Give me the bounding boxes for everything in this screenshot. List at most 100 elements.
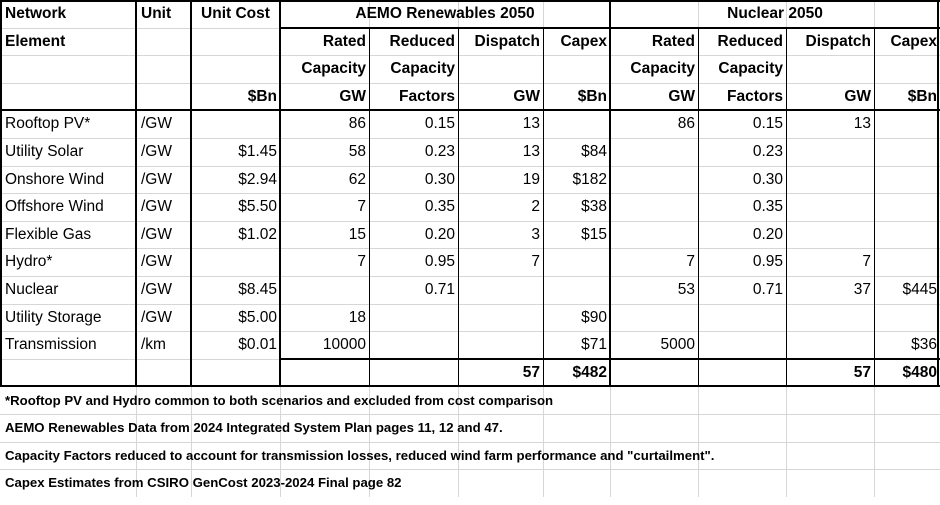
cell-n-cap: 86 xyxy=(677,115,695,133)
cell-element: Transmission xyxy=(5,336,97,354)
column-divider xyxy=(786,27,787,387)
row-divider xyxy=(0,165,940,167)
column-divider xyxy=(543,27,544,387)
total-aemo-dispatch: 57 xyxy=(522,363,540,381)
cell-n-capex: $36 xyxy=(911,336,937,354)
cell-a-cf: 0.95 xyxy=(424,253,455,271)
cell-unit: /GW xyxy=(141,225,172,243)
header-unit: Unit xyxy=(141,5,172,23)
cell-a-cap: 10000 xyxy=(322,336,366,354)
column-divider xyxy=(369,27,370,387)
cell-n-cf: 0.23 xyxy=(752,143,783,161)
cell-n-cf: 0.71 xyxy=(752,281,783,299)
column-divider xyxy=(937,0,939,387)
cell-unit: /GW xyxy=(141,253,172,271)
header-aemo-col1-line3: GW xyxy=(339,87,366,105)
cell-a-cf: 0.30 xyxy=(424,170,455,188)
cell-element: Onshore Wind xyxy=(5,170,105,188)
row-divider xyxy=(280,26,940,29)
header-aemo-col1-line2: Capacity xyxy=(301,60,366,78)
cell-cost: $1.45 xyxy=(238,143,277,161)
header-aemo-title: AEMO Renewables 2050 xyxy=(355,5,535,23)
cell-n-cf: 0.15 xyxy=(752,115,783,133)
cell-a-cf: 0.15 xyxy=(424,115,455,133)
cell-element: Hydro* xyxy=(5,253,53,271)
cell-a-cap: 18 xyxy=(348,308,366,326)
row-divider xyxy=(0,469,940,471)
cell-cost: $5.50 xyxy=(238,198,277,216)
cell-unit: /GW xyxy=(141,143,172,161)
column-divider xyxy=(609,0,611,387)
cell-a-disp: 3 xyxy=(531,225,540,243)
cell-a-cf: 0.23 xyxy=(424,143,455,161)
header-aemo-col4-line1: Capex xyxy=(560,32,607,50)
header-aemo-col2-line1: Reduced xyxy=(389,32,455,50)
cell-n-cf: 0.95 xyxy=(752,253,783,271)
cell-n-cap: 7 xyxy=(686,253,695,271)
header-nuclear-col1-line2: Capacity xyxy=(630,60,695,78)
cell-unit: /GW xyxy=(141,170,172,188)
header-aemo-col2-line3: Factors xyxy=(399,87,455,105)
footnote: Capex Estimates from CSIRO GenCost 2023-… xyxy=(5,475,402,491)
cell-a-cap: 7 xyxy=(357,198,366,216)
total-aemo-capex: $482 xyxy=(572,363,607,381)
row-divider xyxy=(0,276,940,277)
footnote: *Rooftop PV and Hydro common to both sce… xyxy=(5,392,554,408)
cell-n-disp: 13 xyxy=(853,115,871,133)
cell-n-cf: 0.35 xyxy=(752,198,783,216)
cell-a-cf: 0.20 xyxy=(424,225,455,243)
cell-unit: /km xyxy=(141,336,166,354)
cell-a-cap: 7 xyxy=(357,253,366,271)
column-divider xyxy=(458,27,459,387)
header-aemo-col3-line3: GW xyxy=(513,87,540,105)
cell-a-capex: $182 xyxy=(572,170,607,188)
header-aemo-col1-line1: Rated xyxy=(322,32,366,50)
cell-element: Utility Solar xyxy=(5,143,84,161)
header-nuclear-col2-line1: Reduced xyxy=(717,32,783,50)
cell-a-disp: 7 xyxy=(531,253,540,271)
cell-a-capex: $38 xyxy=(581,198,607,216)
cell-cost: $2.94 xyxy=(238,170,277,188)
header-nuclear-col4-line3: $Bn xyxy=(907,87,937,105)
cell-element: Rooftop PV* xyxy=(5,115,91,133)
cell-a-disp: 2 xyxy=(531,198,540,216)
cell-cost: $8.45 xyxy=(238,281,277,299)
cell-n-disp: 37 xyxy=(853,281,871,299)
cell-element: Utility Storage xyxy=(5,308,102,326)
cell-a-cap: 86 xyxy=(348,115,366,133)
footnote: Capacity Factors reduced to account for … xyxy=(5,447,715,463)
footnote: AEMO Renewables Data from 2024 Integrate… xyxy=(5,420,503,436)
column-divider xyxy=(698,27,699,387)
cell-a-disp: 13 xyxy=(522,143,540,161)
cell-a-disp: 13 xyxy=(522,115,540,133)
cell-a-cf: 0.35 xyxy=(424,198,455,216)
cell-n-capex: $445 xyxy=(902,281,937,299)
header-network: Network xyxy=(5,5,67,23)
header-aemo-col2-line2: Capacity xyxy=(390,60,455,78)
cell-cost: $1.02 xyxy=(238,225,277,243)
row-divider xyxy=(0,220,940,222)
cell-element: Offshore Wind xyxy=(5,198,104,216)
row-divider xyxy=(0,385,940,388)
row-divider xyxy=(0,193,940,195)
row-divider xyxy=(280,357,940,360)
cell-element: Flexible Gas xyxy=(5,225,92,243)
row-divider xyxy=(0,55,940,57)
cell-n-cf: 0.30 xyxy=(752,170,783,188)
header-nuclear-col3-line3: GW xyxy=(844,87,871,105)
column-divider xyxy=(279,0,281,387)
header-unit-cost: Unit Cost xyxy=(201,5,270,23)
cell-n-cap: 53 xyxy=(677,281,695,299)
row-divider xyxy=(0,248,940,250)
row-divider xyxy=(0,109,940,112)
header-nuclear-col1-line3: GW xyxy=(668,87,695,105)
cell-unit: /GW xyxy=(141,281,172,299)
cell-cost: $5.00 xyxy=(238,308,277,326)
header-nuclear-col1-line1: Rated xyxy=(651,32,695,50)
cell-a-cap: 58 xyxy=(348,143,366,161)
cell-a-capex: $71 xyxy=(581,336,607,354)
row-divider xyxy=(0,441,940,443)
total-nuclear-capex: $480 xyxy=(902,363,937,381)
column-divider xyxy=(135,0,137,387)
